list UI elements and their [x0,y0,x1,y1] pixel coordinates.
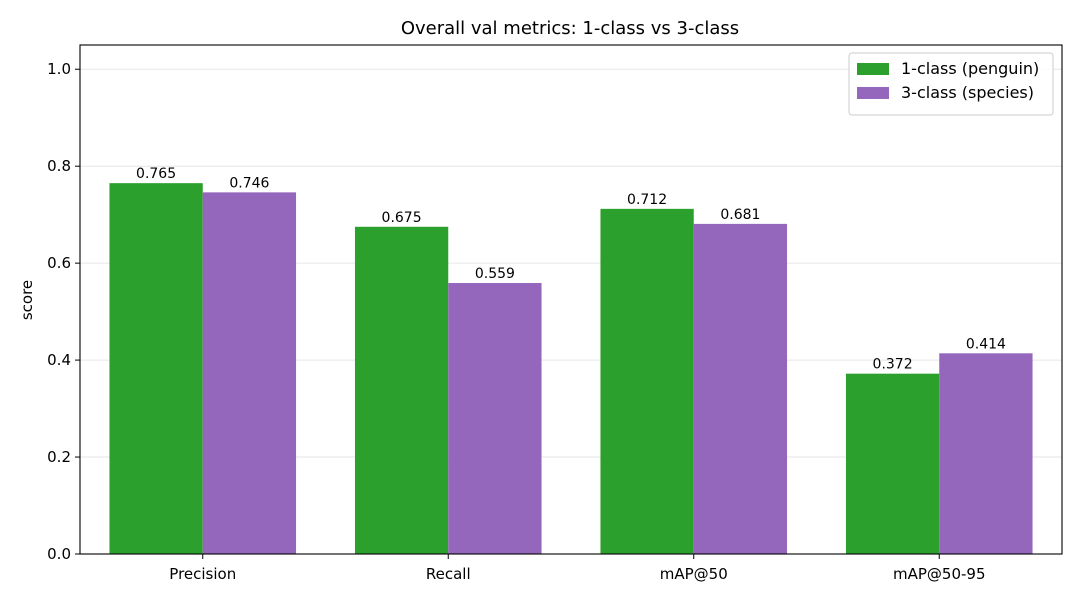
x-tick-label: Recall [426,565,471,583]
bar-map-50-95-series-2 [939,353,1033,554]
plot-frame [79,44,1063,555]
data-label: 0.559 [475,266,515,282]
bar-map-50-series-2 [693,223,788,554]
data-label: 0.675 [382,210,422,226]
x-tick-label: mAP@50 [660,565,728,583]
bars [109,183,1033,555]
y-axis-label: score [18,280,36,320]
legend-swatch [857,87,889,99]
x-tick-label: mAP@50-95 [893,565,986,583]
bar-precision-series-2 [202,192,297,554]
chart-title: Overall val metrics: 1-class vs 3-class [401,18,739,39]
bar-precision-series-1 [109,183,203,554]
data-label: 0.414 [966,336,1006,352]
y-tick-label: 0.0 [47,545,71,563]
y-tick-label: 0.8 [47,157,71,175]
legend: 1-class (penguin) 3-class (species) [848,52,1054,116]
y-tick-label: 0.2 [47,448,71,466]
data-labels: 0.765 0.746 0.675 0.559 0.712 0.681 0.372 0.414 [136,166,1006,373]
legend-box [848,52,1054,116]
y-axis-ticks: 0.0 0.2 0.4 0.6 0.8 1.0 [47,60,80,563]
bar-map-50-95-series-1 [845,373,940,554]
y-tick-label: 0.6 [47,254,71,272]
data-label: 0.765 [136,166,176,182]
bar-map-50-series-1 [600,208,694,554]
data-label: 0.746 [229,175,269,191]
bar-recall-series-1 [354,226,449,555]
y-tick-label: 0.4 [47,351,71,369]
data-label: 0.681 [720,207,760,223]
bar-recall-series-2 [448,283,542,554]
legend-entry: 3-class (species) [901,83,1034,102]
x-axis-ticks: Precision Recall mAP@50 mAP@50-95 [169,554,986,583]
data-label: 0.372 [873,357,913,373]
legend-swatch [857,63,889,75]
legend-entry: 1-class (penguin) [901,59,1039,78]
y-tick-label: 1.0 [47,60,71,78]
x-tick-label: Precision [169,565,236,583]
data-label: 0.712 [627,192,667,208]
